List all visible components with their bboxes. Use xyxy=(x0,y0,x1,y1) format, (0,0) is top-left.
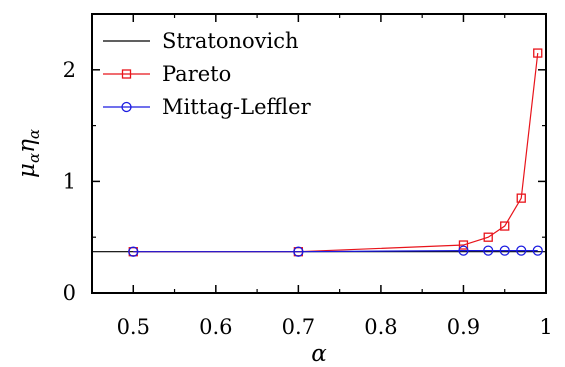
legend-item-mittag-leffler: Mittag-Leffler xyxy=(103,95,312,119)
mittag-leffler-point xyxy=(293,246,304,257)
mittag-leffler-point xyxy=(483,245,494,256)
x-tick-label: 0.8 xyxy=(364,315,397,339)
x-tick-label: 1 xyxy=(539,315,552,339)
tick-labels: 0.5 0.6 0.7 0.8 0.9 1 0 1 2 xyxy=(63,58,553,339)
y-tick-label: 1 xyxy=(63,169,76,193)
x-tick-label: 0.5 xyxy=(117,315,150,339)
mittag-leffler-series-line xyxy=(133,249,538,253)
legend-label: Mittag-Leffler xyxy=(162,95,312,119)
x-axis-label: α xyxy=(311,341,327,367)
pareto-point xyxy=(458,240,469,250)
legend-item-pareto: Pareto xyxy=(103,62,231,86)
legend: Stratonovich Pareto Mittag-Leffler xyxy=(103,29,312,119)
legend-marker xyxy=(121,69,132,79)
legend-marker xyxy=(121,101,132,113)
mittag-leffler-point xyxy=(516,245,527,256)
y-axis-label: μαηα xyxy=(14,129,43,178)
mittag-leffler-point xyxy=(458,245,469,256)
mittag-leffler-point xyxy=(499,245,510,256)
y-tick-label: 2 xyxy=(63,58,76,82)
mittag-leffler-point xyxy=(128,246,139,257)
pareto-point xyxy=(483,232,493,242)
legend-item-stratonovich: Stratonovich xyxy=(103,29,299,53)
y-tick-label: 0 xyxy=(63,281,76,305)
pareto-point xyxy=(500,221,510,231)
legend-label: Stratonovich xyxy=(162,29,299,53)
plot-area xyxy=(92,48,546,257)
pareto-point xyxy=(516,193,526,203)
plot-frame xyxy=(91,13,547,294)
pareto-point xyxy=(533,48,543,58)
x-tick-label: 0.6 xyxy=(199,315,232,339)
x-tick-label: 0.7 xyxy=(282,315,315,339)
x-tick-label: 0.9 xyxy=(447,315,480,339)
mittag-leffler-point xyxy=(532,245,543,256)
legend-label: Pareto xyxy=(162,62,231,86)
